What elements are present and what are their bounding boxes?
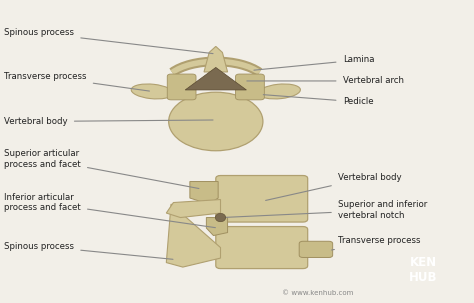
Polygon shape [166,200,220,218]
Polygon shape [166,204,220,267]
Text: © www.kenhub.com: © www.kenhub.com [282,290,353,296]
FancyBboxPatch shape [216,175,308,222]
Ellipse shape [258,84,301,99]
FancyBboxPatch shape [167,74,196,100]
Text: Spinous process: Spinous process [4,241,173,259]
Text: Vertebral arch: Vertebral arch [247,76,404,85]
Polygon shape [190,181,218,204]
Text: Vertebral body: Vertebral body [265,172,402,200]
Text: KEN
HUB: KEN HUB [409,256,438,285]
Text: Transverse process: Transverse process [332,235,421,250]
Ellipse shape [169,92,263,151]
Text: Superior articular
process and facet: Superior articular process and facet [4,149,199,188]
Text: Lamina: Lamina [254,55,374,70]
Text: Transverse process: Transverse process [4,72,149,91]
Text: Superior and inferior
vertebral notch: Superior and inferior vertebral notch [224,200,428,220]
Text: Inferior articular
process and facet: Inferior articular process and facet [4,193,215,228]
FancyBboxPatch shape [299,241,333,258]
Ellipse shape [131,84,173,99]
Text: Vertebral body: Vertebral body [4,117,213,126]
FancyBboxPatch shape [216,227,308,268]
FancyBboxPatch shape [236,74,264,100]
Polygon shape [206,218,228,235]
Text: Pedicle: Pedicle [264,95,374,106]
Text: Spinous process: Spinous process [4,28,213,54]
Polygon shape [185,68,246,90]
Polygon shape [204,46,228,72]
Ellipse shape [215,213,226,222]
